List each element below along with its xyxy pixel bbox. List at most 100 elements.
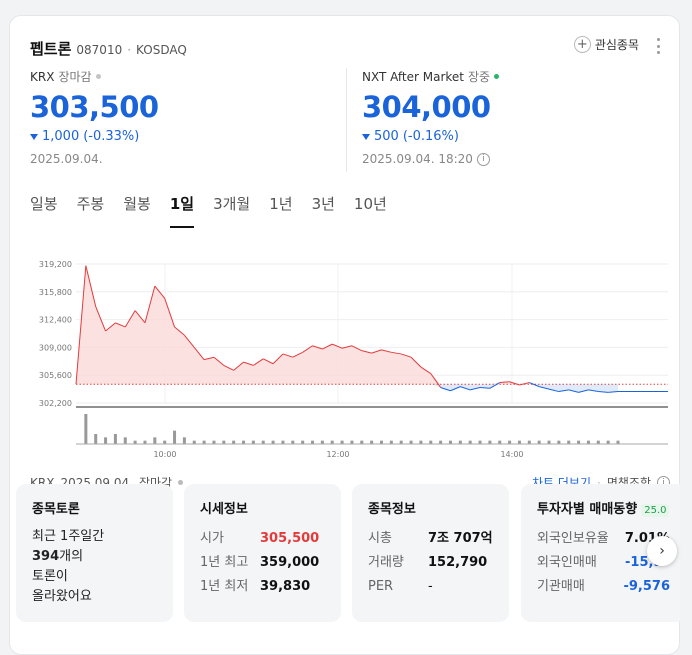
volume-bar [242,440,246,444]
volume-bar [586,440,590,444]
volume-bar [222,440,226,444]
volume-bar [389,440,393,444]
volume-bar [429,440,433,444]
price-line-segment [479,386,490,389]
price-line-segment [440,386,451,392]
next-arrow-button[interactable]: › [647,536,677,566]
price-line-segment [420,366,432,374]
price-line-segment [509,381,520,386]
volume-bar [517,440,521,444]
more-options-icon[interactable] [657,38,661,54]
price-line-segment [558,389,569,393]
stock-info-card[interactable]: 종목정보 시총 7조 707억 거래량 152,790 PER - [352,484,509,622]
nxt-price: 304,000 [362,90,491,124]
per-label: PER [368,579,394,594]
discussion-line3: 토론이 [32,569,68,584]
price-line-segment [568,389,579,393]
info-icon[interactable]: i [476,152,490,166]
tab-weekly[interactable]: 주봉 [76,195,105,213]
price-line-segment [608,391,619,393]
price-line-segment [272,353,284,365]
price-line-segment [391,351,402,355]
volume-bar [104,437,108,444]
price-line-segment [75,265,87,385]
price-line-segment [539,386,550,390]
separator-dot: · [127,43,132,57]
volume-bar [212,440,216,444]
tab-daily[interactable]: 일봉 [30,195,58,213]
volume-bar [311,440,315,444]
volume-bar [596,440,600,444]
stock-header: 펩트론 087010 · KOSDAQ [30,38,187,59]
price-line-segment [430,373,442,388]
quote-card[interactable]: 시세정보 시가 305,500 1년 최고 359,000 1년 최저 39,830 [184,484,341,622]
volume-bar [567,440,571,444]
discussion-card[interactable]: 종목토론 최근 1주일간 394개의 토론이 올라왔어요 [16,484,173,622]
price-line-segment [489,382,500,389]
tab-1day[interactable]: 1일 [169,193,195,228]
institution-trade-label: 기관매매 [537,579,585,594]
volume-bar [458,440,462,444]
volume-bar [123,437,127,444]
volume-bar [84,414,88,444]
volume-bar [488,440,492,444]
volume-bar [350,440,354,444]
tab-3month[interactable]: 3개월 [213,195,251,213]
volume-bar [271,440,275,444]
x-tick-label: 10:00 [153,450,176,459]
volume-bar [448,440,452,444]
volume-bar [133,440,137,444]
volume-bar [399,440,403,444]
tab-monthly[interactable]: 월봉 [123,195,151,213]
volume-label: 거래량 [368,555,404,570]
price-line-segment [282,353,293,358]
favorite-button[interactable]: + 관심종목 [573,36,639,53]
krx-status: 장마감 [58,70,92,84]
volume-bar [439,440,443,444]
high-52w-value: 359,000 [260,555,320,570]
volume-bar [419,440,423,444]
y-tick-label: 309,000 [39,343,72,352]
price-line-segment [164,298,176,328]
volume-bar [360,440,364,444]
krx-change: 1,000 [42,129,80,144]
nxt-change: 500 [374,129,399,144]
y-tick-label: 319,200 [39,260,72,269]
volume-bar [281,440,285,444]
price-line-segment [371,349,382,354]
down-triangle-icon [362,133,370,140]
open-label: 시가 [200,531,224,546]
tab-1year[interactable]: 1년 [269,195,293,213]
price-line-segment [154,285,166,299]
volume-bar [192,440,196,444]
volume-bar [409,440,413,444]
discussion-line2: 개의 [59,549,84,564]
volume-bar [478,440,482,444]
price-line-segment [134,310,146,324]
price-line-segment [588,389,599,393]
price-line-segment [174,326,185,336]
open-status-dot [494,74,500,79]
volume-bar [468,440,472,444]
price-line-segment [105,322,116,332]
tab-10year[interactable]: 10년 [353,195,387,213]
open-value: 305,500 [260,531,320,546]
x-tick-label: 14:00 [500,450,523,459]
stock-name[interactable]: 펩트론 [30,40,72,58]
volume-bar [537,440,541,444]
krx-price: 303,500 [30,90,159,124]
price-line-segment [410,356,422,368]
date-badge: 25.0 [641,504,670,517]
price-line-segment [351,345,363,352]
discussion-line4: 올라왔어요 [32,589,92,604]
market-name: KOSDAQ [136,43,187,57]
low-52w-value: 39,830 [260,579,311,594]
price-line-segment [203,356,215,361]
price-line-segment [529,382,540,388]
price-line-segment [519,382,530,386]
intraday-chart[interactable]: 319,200 315,800 312,400 309,000 305,600 302,2… [30,246,670,461]
price-line-segment [548,388,559,393]
price-line-segment [193,347,205,360]
card-title: 종목토론 [32,502,80,517]
tab-3year[interactable]: 3년 [311,195,335,213]
